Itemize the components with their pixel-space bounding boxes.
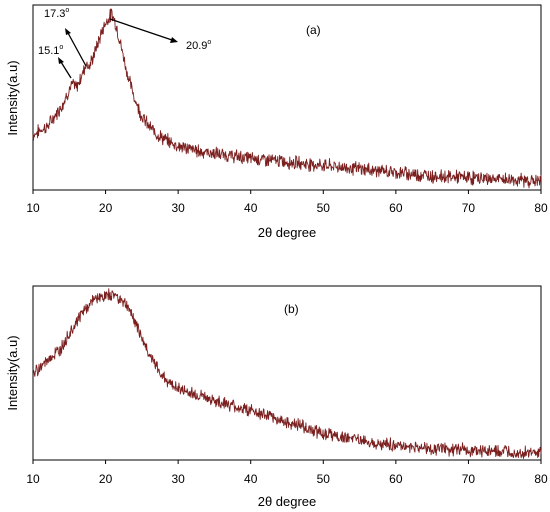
x-tick-label: 50 <box>317 201 331 215</box>
annotation-label-20-9: 20.9o <box>186 39 211 52</box>
panel-b: 10 20 30 40 50 60 70 80 (b) 2θ degree Intensity… <box>5 285 548 509</box>
annotation-arrow-20-9 <box>109 18 173 41</box>
x-tick-label: 80 <box>534 201 548 215</box>
x-tick-label: 30 <box>171 472 185 486</box>
x-tick-label: 70 <box>462 201 476 215</box>
x-tick-label: 50 <box>317 472 331 486</box>
annotation-arrow-15-1 <box>60 61 72 79</box>
x-axis-title-b: 2θ degree <box>258 494 317 509</box>
x-axis-title-a: 2θ degree <box>258 225 317 240</box>
x-tick-label: 30 <box>171 201 185 215</box>
x-axis-ticks-b: 10 20 30 40 50 60 70 80 <box>26 460 548 486</box>
arrowhead-17-3-icon <box>65 28 71 35</box>
x-tick-label: 10 <box>26 472 40 486</box>
panel-a: 10 20 30 40 50 60 70 80 (a) 2θ degree Intensity… <box>5 4 548 240</box>
annotation-label-15-1: 15.1o <box>38 44 63 57</box>
x-tick-label: 70 <box>462 472 476 486</box>
y-axis-title-b: Intensity(a.u) <box>5 335 20 410</box>
arrowhead-20-9-icon <box>170 37 178 43</box>
xrd-curve-a <box>32 8 542 189</box>
xrd-curve-b <box>32 288 542 460</box>
arrowhead-15-1-icon <box>58 57 64 64</box>
annotation-label-17-3: 17.3o <box>44 7 69 20</box>
panel-label-a: (a) <box>306 23 321 37</box>
plot-frame-b <box>32 285 542 461</box>
x-tick-label: 60 <box>389 472 403 486</box>
x-tick-label: 20 <box>99 472 113 486</box>
annotation-20-9: 20.9o <box>109 18 211 52</box>
x-axis-ticks-a: 10 20 30 40 50 60 70 80 <box>26 190 548 215</box>
x-tick-label: 40 <box>244 472 258 486</box>
plot-frame-a <box>32 4 542 191</box>
annotation-17-3: 17.3o <box>44 7 87 67</box>
x-tick-label: 10 <box>26 201 40 215</box>
x-tick-label: 20 <box>99 201 113 215</box>
annotation-arrow-17-3 <box>67 32 87 67</box>
panel-label-b: (b) <box>284 302 299 316</box>
x-tick-label: 80 <box>534 472 548 486</box>
annotation-15-1: 15.1o <box>38 44 72 79</box>
x-tick-label: 40 <box>244 201 258 215</box>
x-tick-label: 60 <box>389 201 403 215</box>
y-axis-title-a: Intensity(a.u) <box>5 60 20 135</box>
